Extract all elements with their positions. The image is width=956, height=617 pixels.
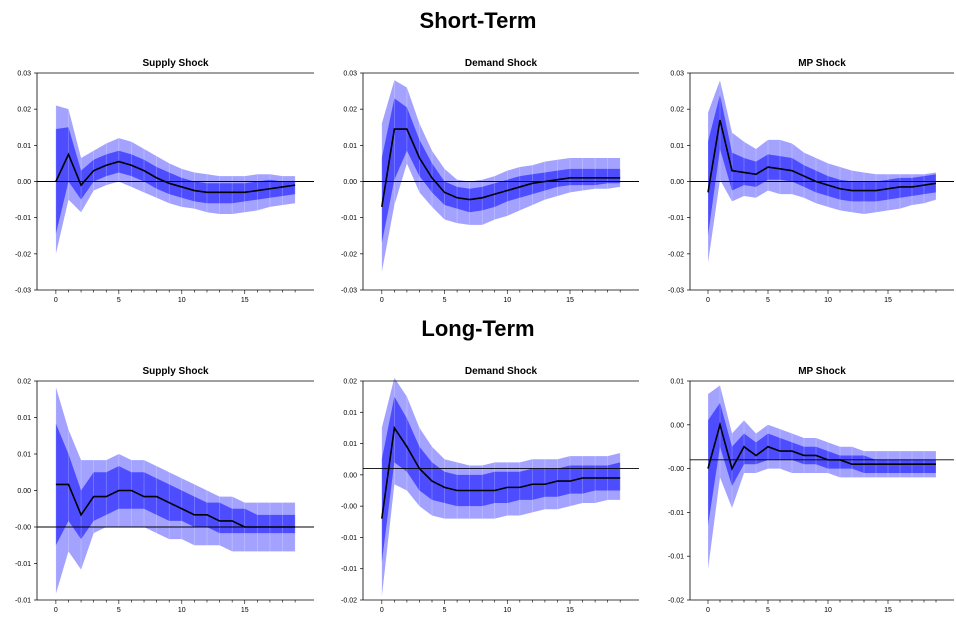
y-tick-label: 0.00: [670, 179, 684, 186]
x-tick-label: 0: [380, 607, 384, 614]
y-tick-label: -0.03: [341, 288, 357, 295]
y-tick-label: 0.02: [343, 107, 357, 114]
y-tick-label: -0.01: [341, 535, 357, 542]
median-response-line: [55, 483, 296, 528]
x-tick-label: 15: [884, 607, 892, 614]
median-response-line: [381, 128, 621, 207]
x-tick-label: 5: [117, 297, 121, 304]
y-tick-label: 0.02: [670, 107, 684, 114]
x-tick-label: 0: [54, 297, 58, 304]
inner-confidence-band: [381, 396, 621, 563]
y-tick-label: -0.01: [668, 215, 684, 222]
y-tick-label: 0.03: [343, 71, 357, 78]
y-tick-label: -0.01: [15, 598, 31, 605]
panel-title: Supply Shock: [142, 58, 209, 69]
chart-panel: -0.03 -0.02 -0.01 0.00 0.01 0.02 0.03 0 5 10 15 Dem…: [341, 58, 639, 304]
x-tick-label: 0: [380, 297, 384, 304]
y-tick-label: -0.02: [15, 251, 31, 258]
x-tick-label: 0: [706, 297, 710, 304]
y-tick-label: 0.02: [17, 379, 31, 386]
y-tick-label: 0.01: [343, 410, 357, 417]
x-tick-label: 10: [824, 297, 832, 304]
median-response-line: [55, 152, 296, 194]
panel-title: Supply Shock: [142, 366, 209, 377]
panel-title: Demand Shock: [465, 366, 538, 377]
y-tick-label: 0.02: [17, 107, 31, 114]
chart-panel: -0.02 -0.01 -0.01 -0.00 0.00 0.01 0.01 0.02 0 5 10…: [341, 366, 639, 614]
y-tick-label: -0.01: [668, 510, 684, 517]
y-tick-label: 0.00: [17, 488, 31, 495]
inner-confidence-band: [708, 94, 936, 236]
y-tick-label: -0.03: [15, 288, 31, 295]
outer-confidence-band: [708, 80, 936, 263]
inner-confidence-band: [55, 127, 296, 234]
panel-title: MP Shock: [798, 366, 846, 377]
x-tick-label: 5: [443, 607, 447, 614]
section-title-long-term: Long-Term: [421, 316, 535, 341]
panel-title: MP Shock: [798, 58, 846, 69]
y-tick-label: 0.01: [670, 143, 684, 150]
y-tick-label: -0.00: [341, 504, 357, 511]
outer-confidence-band: [708, 385, 936, 570]
y-tick-label: -0.01: [668, 554, 684, 561]
y-tick-label: -0.03: [668, 288, 684, 295]
y-tick-label: 0.02: [343, 379, 357, 386]
y-tick-label: -0.01: [341, 566, 357, 573]
y-tick-label: 0.00: [343, 179, 357, 186]
section-title-short-term: Short-Term: [419, 8, 537, 33]
median-response-line: [707, 119, 937, 193]
y-tick-label: -0.02: [668, 251, 684, 258]
x-tick-label: 5: [766, 297, 770, 304]
inner-confidence-band: [708, 402, 936, 526]
y-tick-label: 0.00: [670, 422, 684, 429]
y-tick-label: 0.00: [17, 179, 31, 186]
y-tick-label: -0.01: [15, 561, 31, 568]
y-tick-label: -0.00: [668, 466, 684, 473]
y-tick-label: 0.01: [17, 452, 31, 459]
y-tick-label: -0.02: [341, 251, 357, 258]
x-tick-label: 15: [566, 297, 574, 304]
x-tick-label: 15: [884, 297, 892, 304]
median-response-line: [381, 425, 621, 519]
x-tick-label: 0: [54, 607, 58, 614]
y-tick-label: -0.02: [341, 598, 357, 605]
y-tick-label: 0.01: [17, 415, 31, 422]
chart-panel: -0.03 -0.02 -0.01 0.00 0.01 0.02 0.03 0 5 10 15 MP …: [668, 58, 954, 304]
inner-confidence-band: [55, 423, 296, 546]
y-tick-label: 0.01: [17, 143, 31, 150]
chart-panel: -0.01 -0.01 -0.00 0.00 0.01 0.01 0.02 0 5 10 15 Sup…: [15, 366, 314, 614]
panel-title: Demand Shock: [465, 58, 538, 69]
x-tick-label: 10: [503, 297, 511, 304]
x-tick-label: 10: [824, 607, 832, 614]
y-tick-label: -0.01: [15, 215, 31, 222]
y-tick-label: 0.01: [343, 441, 357, 448]
x-tick-label: 5: [766, 607, 770, 614]
y-tick-label: 0.03: [17, 71, 31, 78]
x-tick-label: 5: [443, 297, 447, 304]
x-tick-label: 15: [566, 607, 574, 614]
y-tick-label: -0.01: [341, 215, 357, 222]
x-tick-label: 0: [706, 607, 710, 614]
x-tick-label: 5: [117, 607, 121, 614]
y-tick-label: 0.03: [670, 71, 684, 78]
x-tick-label: 15: [241, 297, 249, 304]
x-tick-label: 10: [178, 607, 186, 614]
y-tick-label: 0.00: [343, 472, 357, 479]
x-tick-label: 10: [503, 607, 511, 614]
outer-confidence-band: [381, 80, 621, 272]
x-tick-label: 15: [241, 607, 249, 614]
y-tick-label: -0.02: [668, 598, 684, 605]
median-response-line: [707, 421, 936, 471]
inner-confidence-band: [381, 98, 621, 243]
y-tick-label: 0.01: [343, 143, 357, 150]
x-tick-label: 10: [178, 297, 186, 304]
y-tick-label: 0.01: [670, 379, 684, 386]
chart-panel: -0.03 -0.02 -0.01 0.00 0.01 0.02 0.03 0 5 10 15 Sup…: [15, 58, 314, 304]
chart-panel: -0.02 -0.01 -0.01 -0.00 0.00 0.01 0 5 10 15 MP Sho…: [668, 366, 954, 614]
y-tick-label: -0.00: [15, 525, 31, 532]
